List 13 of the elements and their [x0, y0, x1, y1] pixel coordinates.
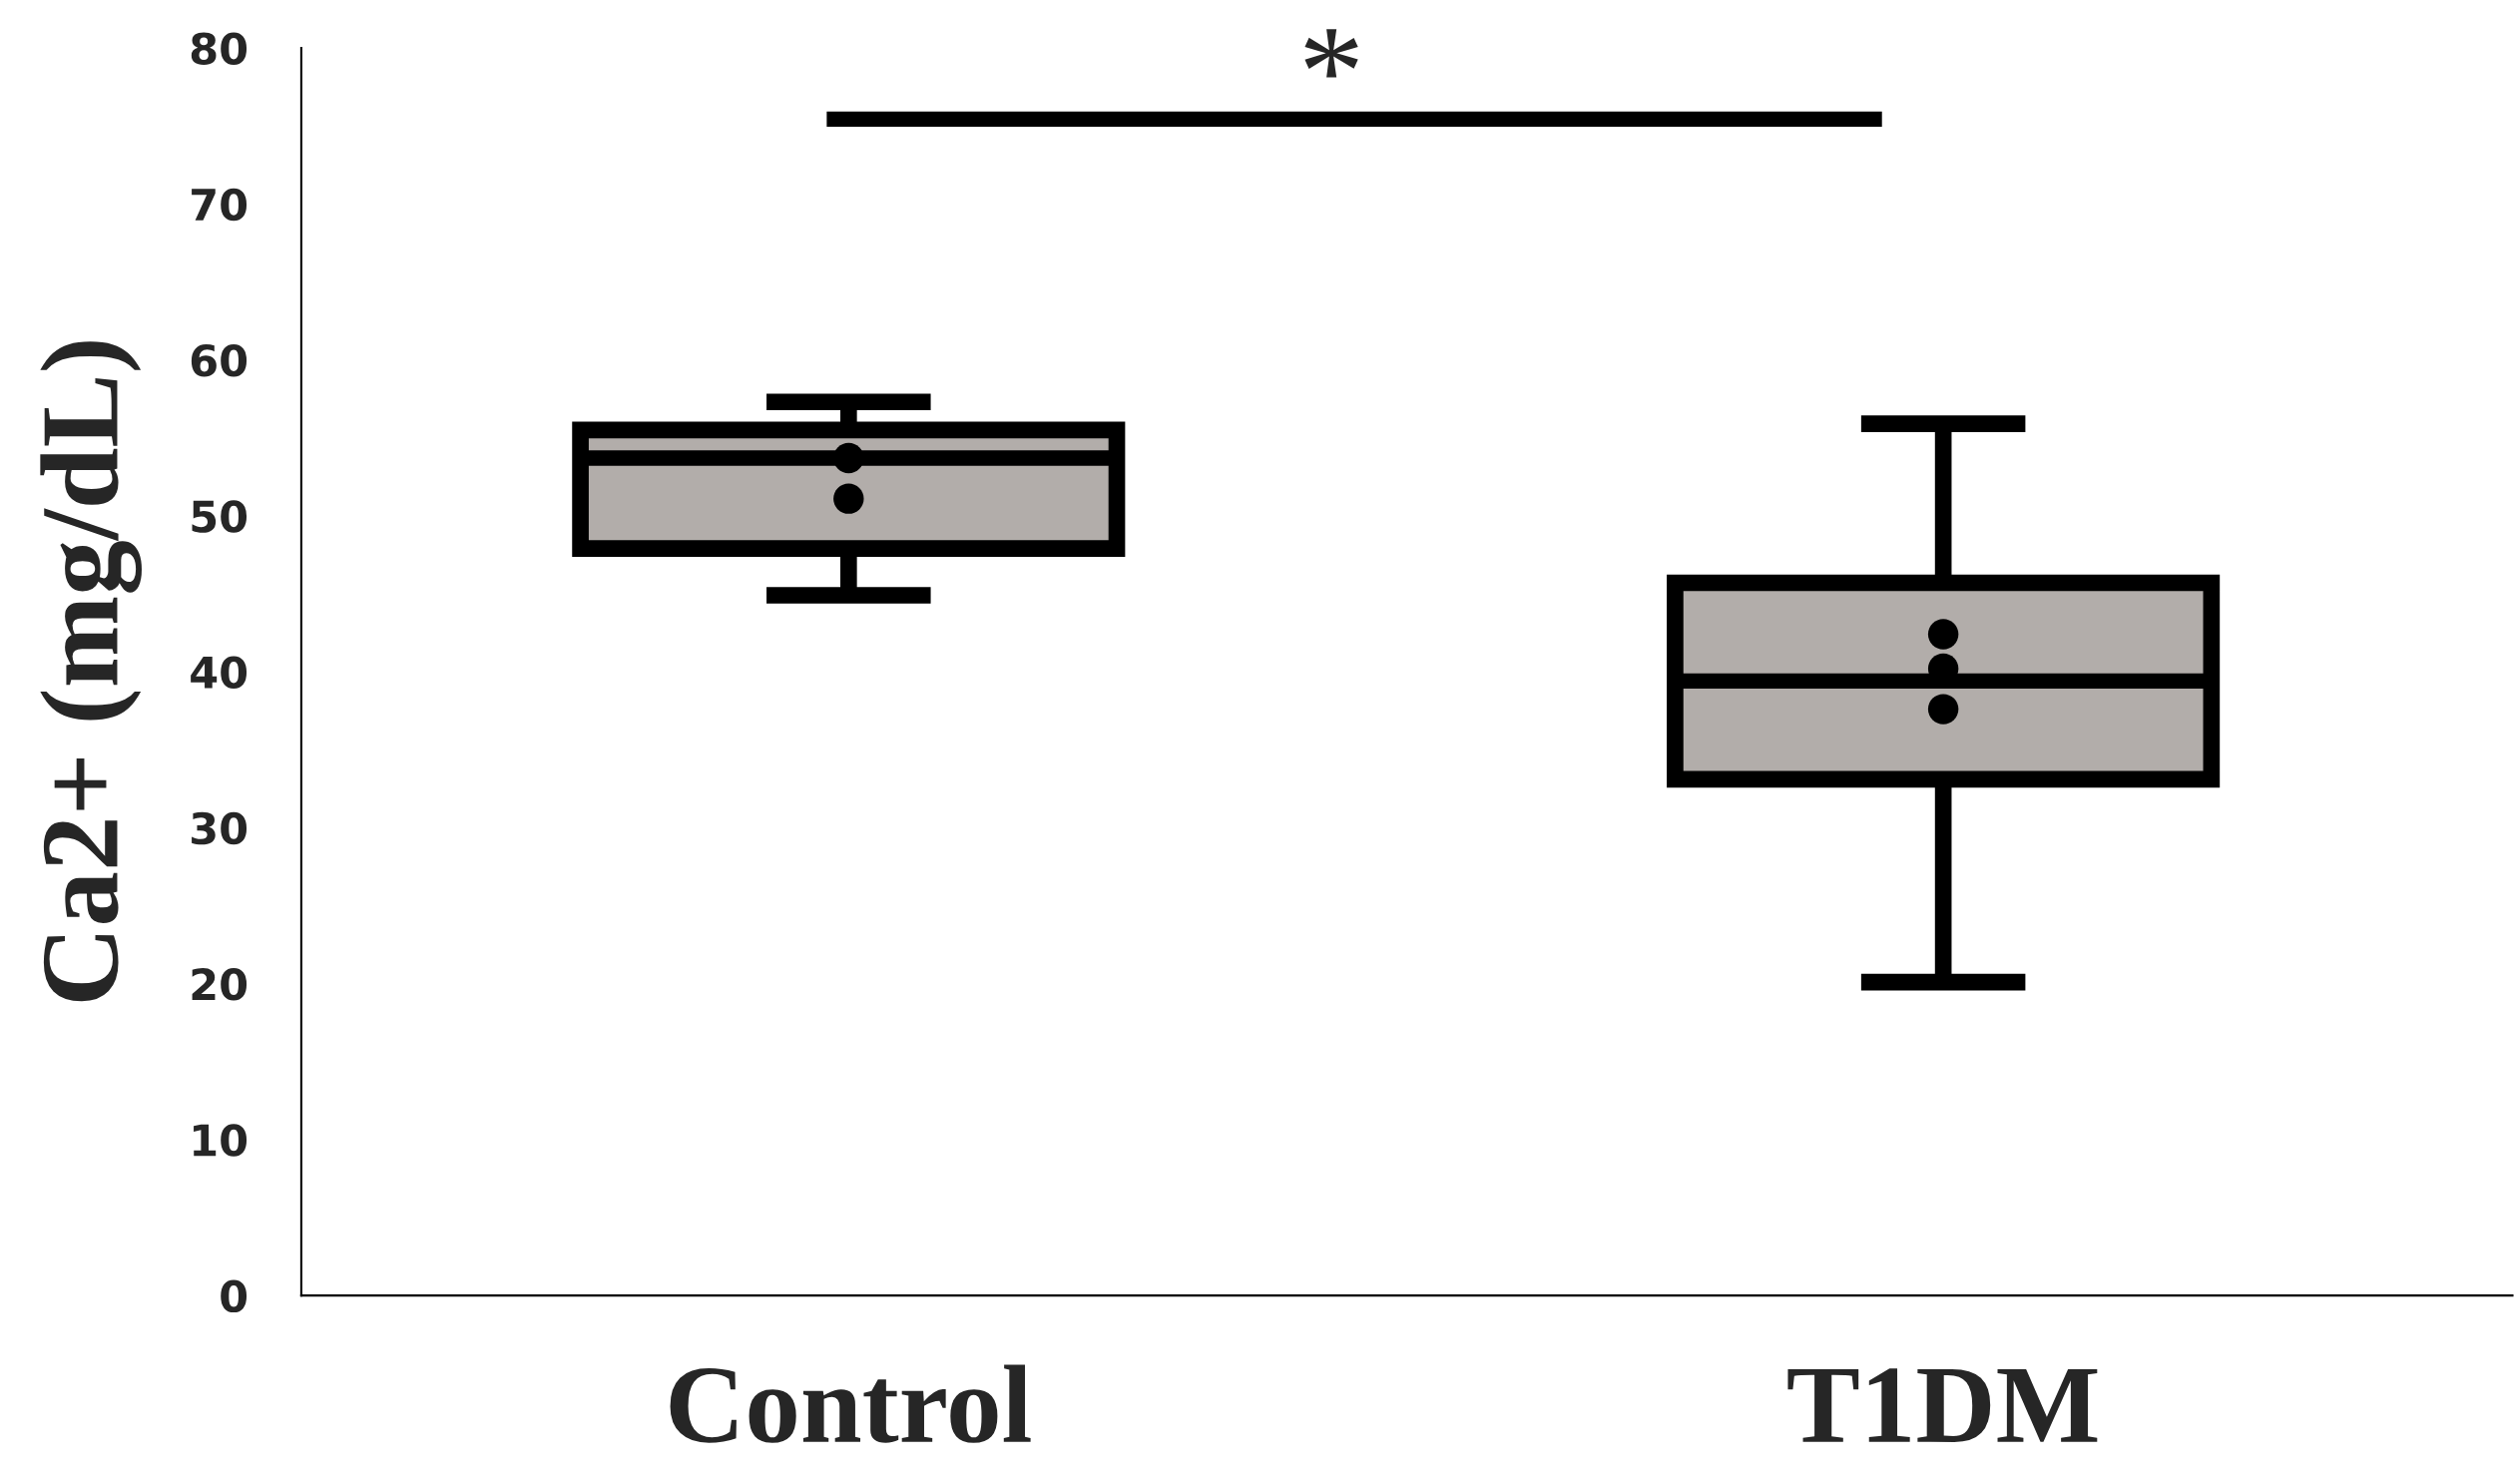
x-tick-label: T1DM	[1787, 1368, 2098, 1442]
y-tick-label: 80	[191, 32, 248, 65]
y-tick-label: 70	[192, 188, 248, 222]
y-tick-label: 50	[192, 500, 248, 533]
y-tick-label: 40	[191, 656, 248, 690]
y-tick-label: 30	[192, 811, 248, 845]
y-tick-label: 0	[221, 1279, 248, 1313]
y-axis-title: Ca2+ (mg/dL)	[40, 341, 142, 1002]
x-tick-label: Control	[670, 1364, 1031, 1443]
y-tick-label: 10	[194, 1124, 248, 1157]
y-tick-label: 60	[191, 343, 248, 377]
y-tick-label: 20	[192, 968, 248, 1001]
annotation: *	[1304, 29, 1358, 78]
